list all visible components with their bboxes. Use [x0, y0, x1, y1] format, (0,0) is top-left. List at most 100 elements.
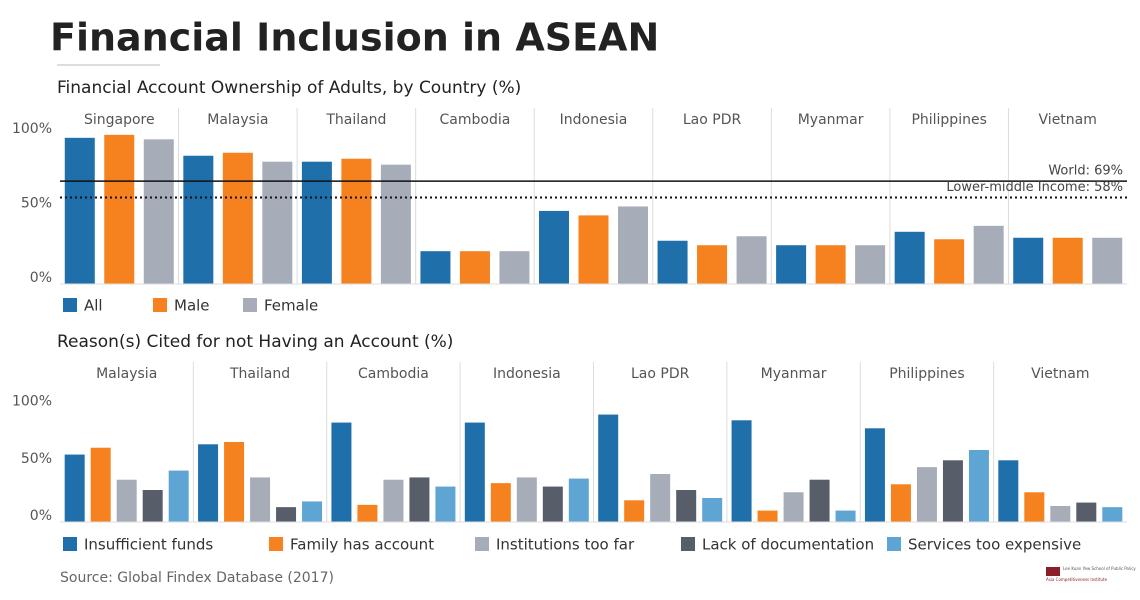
bar	[383, 479, 404, 522]
bar	[1024, 492, 1045, 522]
legend-swatch	[63, 298, 77, 312]
bar	[64, 454, 85, 522]
category-label: Philippines	[911, 112, 986, 128]
bar	[894, 231, 925, 284]
category-label: Indonesia	[493, 366, 561, 382]
bar	[864, 428, 885, 522]
bar	[890, 484, 911, 522]
bar	[757, 510, 778, 522]
bar	[697, 245, 728, 284]
category-label: Thailand	[325, 112, 386, 128]
bar	[835, 510, 856, 522]
category-label: Singapore	[84, 112, 155, 128]
bar	[539, 210, 569, 284]
bar	[676, 490, 697, 522]
category-label: Vietnam	[1031, 366, 1089, 382]
legend-swatch	[63, 537, 77, 551]
bar	[143, 139, 174, 284]
bar	[198, 444, 219, 522]
bar	[183, 155, 214, 284]
bar	[973, 225, 1004, 284]
bar	[1092, 237, 1123, 284]
bar	[542, 486, 563, 522]
bar	[168, 470, 189, 522]
source: Source: Global Findex Database (2017)	[60, 570, 334, 586]
bar	[302, 501, 323, 522]
bar	[916, 467, 937, 522]
legend-label: Services too expensive	[908, 536, 1081, 554]
category-label: Cambodia	[440, 112, 511, 128]
bar	[568, 478, 589, 522]
bar	[968, 450, 989, 522]
logo-text: Lee Kuan Yew School of Public Policy	[1063, 566, 1136, 571]
bar	[301, 161, 332, 284]
bar	[598, 414, 619, 522]
legend-swatch	[887, 537, 901, 551]
bar	[464, 422, 485, 522]
chart-title: Reason(s) Cited for not Having an Accoun…	[57, 332, 453, 352]
bar	[1052, 237, 1083, 284]
y-tick-label: 0%	[30, 270, 52, 286]
bar	[341, 158, 372, 284]
legend-label: Family has account	[290, 536, 434, 554]
category-label: Thailand	[229, 366, 290, 382]
bar	[357, 504, 378, 522]
chart-title: Financial Account Ownership of Adults, b…	[57, 78, 521, 98]
bar	[809, 479, 830, 522]
bar	[998, 460, 1019, 522]
page-title: Financial Inclusion in ASEAN	[50, 16, 659, 60]
logo-mark	[1046, 567, 1060, 576]
bar	[618, 206, 648, 284]
legend-swatch	[243, 298, 257, 312]
bar	[1076, 502, 1097, 522]
category-label: Cambodia	[358, 366, 429, 382]
reference-label: World: 69%	[1048, 164, 1123, 179]
bar	[104, 134, 135, 284]
bar	[222, 152, 253, 284]
legend-swatch	[153, 298, 167, 312]
bar	[250, 477, 271, 522]
y-tick-label: 100%	[12, 394, 52, 410]
y-tick-label: 50%	[21, 451, 52, 467]
bar	[942, 460, 963, 522]
bar	[409, 477, 430, 522]
bar	[516, 477, 537, 522]
bar	[731, 420, 752, 522]
bar	[490, 483, 511, 522]
bar	[702, 498, 723, 522]
bar	[783, 492, 804, 522]
bar	[736, 236, 767, 284]
category-label: Vietnam	[1039, 112, 1097, 128]
bar	[650, 474, 671, 522]
legend-label: Male	[174, 297, 210, 315]
category-label: Philippines	[889, 366, 964, 382]
logo-text: Asia Competitiveness Institute	[1046, 577, 1108, 582]
category-label: Lao PDR	[631, 366, 690, 382]
bar	[1013, 237, 1044, 284]
legend-swatch	[681, 537, 695, 551]
bar	[262, 161, 293, 284]
bar	[934, 239, 965, 284]
bar	[90, 447, 111, 522]
bar	[116, 479, 137, 522]
category-label: Malaysia	[207, 112, 268, 128]
category-label: Myanmar	[761, 366, 827, 382]
bar	[776, 245, 807, 284]
bar	[64, 137, 95, 284]
y-tick-label: 50%	[21, 195, 52, 211]
bar	[657, 240, 688, 284]
category-label: Lao PDR	[683, 112, 742, 128]
legend-label: Institutions too far	[496, 536, 635, 554]
y-tick-label: 0%	[30, 508, 52, 524]
bar	[224, 442, 245, 522]
legend-swatch	[269, 537, 283, 551]
bar	[459, 251, 490, 284]
bar	[815, 245, 846, 284]
bar	[331, 422, 352, 522]
bar	[1102, 507, 1123, 522]
bar	[420, 251, 451, 284]
legend-label: All	[84, 297, 103, 315]
category-label: Indonesia	[560, 112, 628, 128]
reference-label: Lower-middle Income: 58%	[946, 180, 1123, 195]
